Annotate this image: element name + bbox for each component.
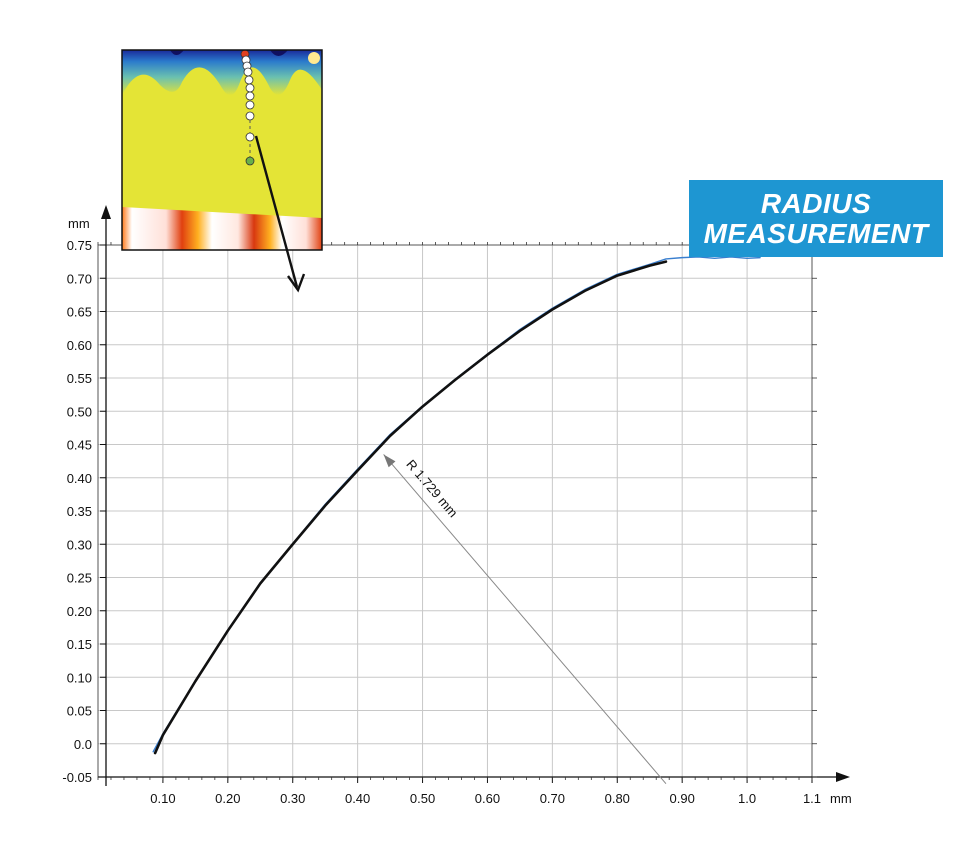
y-axis-arrow <box>101 205 111 219</box>
x-tick-label: 1.1 <box>803 791 821 806</box>
y-tick-label: 0.65 <box>67 305 92 320</box>
badge-line-2: MEASUREMENT <box>703 217 929 249</box>
radius-arrowhead <box>383 454 396 468</box>
inset-frame <box>121 49 323 251</box>
y-tick-label: 0.20 <box>67 604 92 619</box>
x-tick-label: 0.70 <box>540 791 565 806</box>
x-tick-label: 0.10 <box>150 791 175 806</box>
inset-probe-points <box>240 49 255 166</box>
y-tick-label: 0.15 <box>67 637 92 652</box>
radius-measurement-badge: RADIUS MEASUREMENT <box>689 180 943 257</box>
x-tick-label: 0.30 <box>280 791 305 806</box>
axes <box>98 205 850 786</box>
x-unit-label: mm <box>830 791 852 806</box>
x-tick-label: 1.0 <box>738 791 756 806</box>
radius-line <box>383 454 667 784</box>
y-tick-label: 0.60 <box>67 338 92 353</box>
y-tick-label: 0.10 <box>67 670 92 685</box>
x-tick-label: 0.50 <box>410 791 435 806</box>
x-tick-label: 0.80 <box>605 791 630 806</box>
fitted-arc-line <box>153 260 668 755</box>
y-unit-label: mm <box>68 216 90 231</box>
inset-pointer-arrow <box>254 135 306 293</box>
x-tick-label: 0.20 <box>215 791 240 806</box>
x-tick-label: 0.60 <box>475 791 500 806</box>
y-tick-label: 0.35 <box>67 504 92 519</box>
radius-annotation: R 1.729 mm <box>383 454 667 784</box>
y-tick-label: 0.70 <box>67 271 92 286</box>
y-tick-label: 0.50 <box>67 404 92 419</box>
y-tick-label: 0.30 <box>67 537 92 552</box>
tick-labels: 0.10 0.20 0.30 0.40 0.50 0.60 0.70 0.80 0.90 1.0 1… <box>62 238 821 806</box>
x-tick-label: 0.40 <box>345 791 370 806</box>
x-axis-arrow <box>836 772 850 782</box>
badge-line-1: RADIUS <box>760 187 872 219</box>
y-tick-label: 0.0 <box>74 737 92 752</box>
y-tick-label: 0.55 <box>67 371 92 386</box>
y-tick-label: 0.75 <box>67 238 92 253</box>
y-tick-label: 0.05 <box>67 704 92 719</box>
y-tick-label: -0.05 <box>62 770 92 785</box>
y-tick-label: 0.45 <box>67 438 92 453</box>
y-tick-label: 0.25 <box>67 571 92 586</box>
x-tick-label: 0.90 <box>670 791 695 806</box>
series <box>152 256 761 755</box>
y-tick-label: 0.40 <box>67 471 92 486</box>
inset-image <box>121 49 323 251</box>
inset-wave-pattern <box>122 50 322 96</box>
